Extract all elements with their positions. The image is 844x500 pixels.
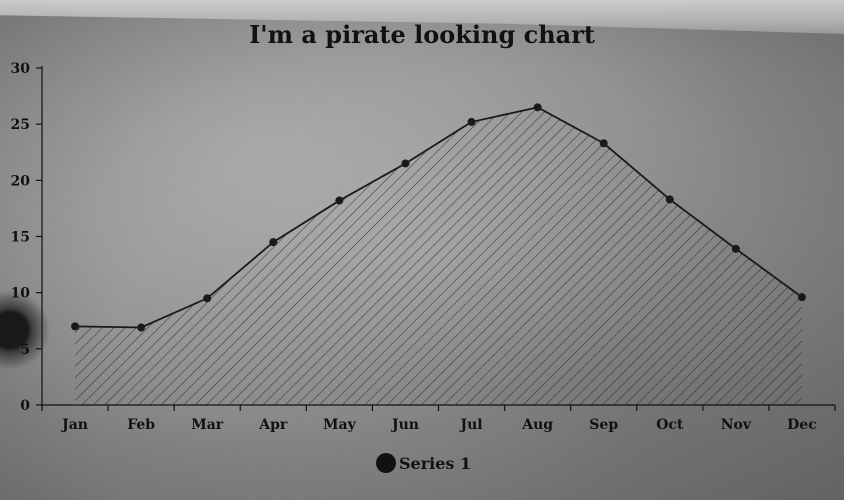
x-tick-label: Sep <box>589 417 618 433</box>
data-point <box>269 238 278 247</box>
x-tick-label: Nov <box>721 417 752 433</box>
y-tick-label: 15 <box>11 230 30 246</box>
legend[interactable]: Series 1 <box>376 452 471 474</box>
y-tick-label: 0 <box>20 398 30 414</box>
data-point <box>533 103 542 112</box>
data-point <box>599 139 608 148</box>
x-tick-label: Apr <box>258 417 288 433</box>
legend-marker-icon <box>376 453 396 473</box>
x-tick-label: Aug <box>521 417 553 433</box>
data-point <box>71 322 80 331</box>
x-tick-label: Oct <box>656 417 684 433</box>
data-point <box>797 293 806 302</box>
y-tick-label: 30 <box>11 61 31 77</box>
data-point <box>137 323 146 332</box>
x-tick-label: Mar <box>191 417 224 433</box>
x-tick-label: Jan <box>60 417 88 433</box>
y-tick-label: 25 <box>11 117 30 133</box>
data-point <box>203 294 212 303</box>
y-tick-label: 20 <box>11 173 31 189</box>
tick-labels: 0 5 10 15 20 25 30 Jan Feb Mar Apr May Jun Jul Aug Sep O… <box>11 61 817 433</box>
legend-label: Series 1 <box>399 453 472 473</box>
data-point <box>401 159 410 168</box>
series-area <box>75 106 803 406</box>
x-tick-label: Feb <box>127 417 155 433</box>
x-tick-label: May <box>323 417 357 433</box>
y-tick-label: 5 <box>20 342 30 358</box>
data-point <box>335 196 344 205</box>
area-fill <box>75 107 802 406</box>
series-line <box>75 106 803 329</box>
series-points <box>71 103 806 332</box>
x-tick-label: Dec <box>787 417 817 433</box>
y-tick-label: 10 <box>11 286 31 302</box>
data-point <box>665 195 674 204</box>
data-point <box>467 117 476 126</box>
chart-title: I'm a pirate looking chart <box>249 20 595 49</box>
x-tick-label: Jun <box>390 417 419 433</box>
x-tick-label: Jul <box>458 417 482 433</box>
data-point <box>731 244 740 253</box>
